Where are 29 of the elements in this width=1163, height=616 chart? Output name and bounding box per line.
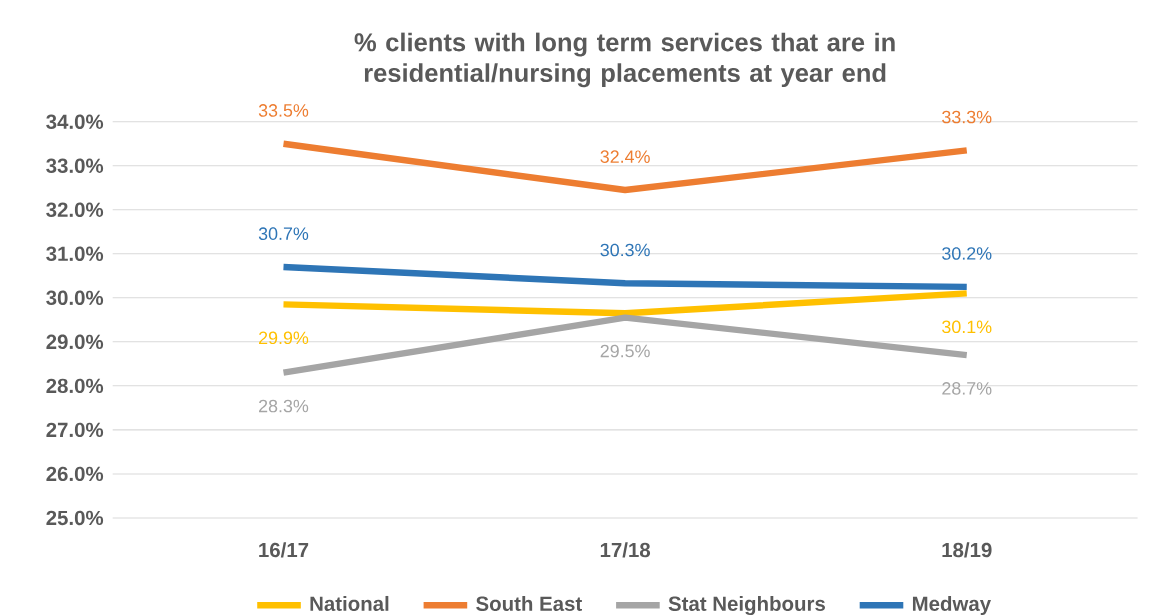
x-tick-label: 16/17	[259, 542, 309, 558]
data-label: 32.4%	[600, 150, 650, 163]
legend-label: South East	[476, 595, 582, 611]
y-tick-label: 33.0%	[46, 158, 104, 174]
y-tick-label: 29.0%	[46, 334, 104, 350]
data-label: 30.1%	[942, 320, 992, 334]
x-tick-label: 17/18	[600, 542, 651, 558]
data-label: 29.5%	[600, 344, 650, 358]
legend-label: Stat Neighbours	[668, 595, 825, 616]
data-label: 30.7%	[258, 227, 309, 240]
data-label: 33.3%	[942, 110, 992, 124]
data-label: 30.3%	[600, 243, 650, 257]
x-tick-label: 18/19	[942, 542, 992, 558]
y-tick-label: 32.0%	[46, 202, 104, 218]
y-tick-label: 28.0%	[46, 378, 104, 394]
legend-label: Medway	[912, 595, 991, 616]
data-label: 28.7%	[942, 382, 992, 395]
data-label: 29.9%	[259, 331, 309, 345]
y-tick-label: 34.0%	[46, 114, 104, 130]
data-label: 33.5%	[258, 104, 309, 117]
data-label: 28.3%	[259, 399, 309, 413]
y-tick-label: 30.0%	[46, 290, 104, 306]
data-label: 30.2%	[942, 247, 992, 260]
legend-label: National	[310, 595, 389, 611]
y-tick-label: 25.0%	[46, 510, 104, 526]
y-tick-label: 26.0%	[46, 466, 104, 482]
y-tick-label: 31.0%	[46, 246, 104, 262]
chart-title: % clients with long term services that are in residential/nursing placements at year end	[354, 32, 895, 88]
y-tick-label: 27.0%	[46, 422, 104, 438]
